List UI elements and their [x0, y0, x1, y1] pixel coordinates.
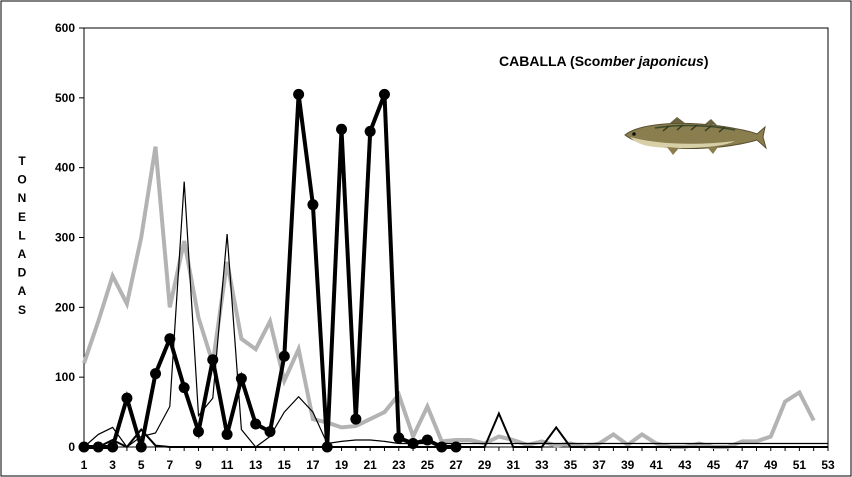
- x-tick-label: 9: [195, 458, 202, 472]
- x-tick-label: 37: [592, 458, 606, 472]
- series-4-point: [250, 418, 261, 429]
- x-tick-label: 21: [363, 458, 377, 472]
- y-tick-label: 100: [55, 370, 75, 384]
- series-4-point: [279, 351, 290, 362]
- x-tick-label: 13: [249, 458, 263, 472]
- series-4-point: [265, 426, 276, 437]
- chart-title: CABALLA (Scomber japonicus): [499, 53, 709, 69]
- x-tick-label: 41: [650, 458, 664, 472]
- x-tick-label: 3: [109, 458, 116, 472]
- series-4-point: [379, 89, 390, 100]
- y-tick-label: 0: [68, 440, 75, 454]
- chart-title-plain: CABALLA (Sco: [499, 53, 600, 69]
- x-tick-label: 45: [707, 458, 721, 472]
- x-tick-label: 53: [821, 458, 835, 472]
- series-4-point: [236, 373, 247, 384]
- series-4-point: [422, 435, 433, 446]
- series-4-point: [451, 442, 462, 453]
- x-tick-label: 11: [221, 458, 234, 472]
- x-tick-label: 17: [306, 458, 320, 472]
- x-tick-label: 23: [392, 458, 406, 472]
- y-axis-label-letter: A: [18, 247, 27, 261]
- series-4-point: [336, 124, 347, 135]
- series-4-point: [150, 368, 161, 379]
- y-tick-label: 200: [55, 300, 75, 314]
- series-4-point: [93, 442, 104, 453]
- x-tick-label: 1: [81, 458, 88, 472]
- y-axis-label-letter: N: [18, 191, 27, 205]
- y-tick-label: 400: [55, 161, 75, 175]
- series-4-point: [79, 442, 90, 453]
- series-4-point: [436, 442, 447, 453]
- series-4-point: [408, 438, 419, 449]
- series-4-point: [107, 442, 118, 453]
- x-tick-label: 7: [167, 458, 174, 472]
- x-tick-label: 47: [735, 458, 749, 472]
- x-tick-label: 33: [535, 458, 549, 472]
- x-tick-label: 15: [278, 458, 292, 472]
- y-axis-label-letter: D: [18, 266, 27, 280]
- x-tick-label: 31: [507, 458, 521, 472]
- x-tick-label: 19: [335, 458, 349, 472]
- series-4-point: [293, 89, 304, 100]
- y-axis-label-letter: O: [17, 173, 26, 187]
- y-axis-label-letter: T: [18, 154, 26, 168]
- series-4-point: [365, 126, 376, 137]
- y-tick-label: 300: [55, 231, 75, 245]
- x-tick-label: 27: [449, 458, 463, 472]
- x-tick-label: 51: [793, 458, 807, 472]
- chart-title-close: ): [704, 53, 709, 69]
- chart-title-italic: mber japonicus: [600, 53, 704, 69]
- y-axis-label-letter: L: [18, 228, 25, 242]
- y-tick-label: 500: [55, 91, 75, 105]
- x-tick-label: 39: [621, 458, 635, 472]
- x-tick-label: 49: [764, 458, 778, 472]
- series-4-point: [207, 354, 218, 365]
- y-axis-label-letter: S: [18, 303, 26, 317]
- series-4-point: [350, 414, 361, 425]
- x-tick-label: 43: [678, 458, 692, 472]
- series-4-point: [179, 382, 190, 393]
- series-4-point: [222, 429, 233, 440]
- series-4-point: [307, 199, 318, 210]
- series-4-point: [136, 442, 147, 453]
- series-4-point: [193, 426, 204, 437]
- series-4-point: [322, 442, 333, 453]
- y-axis-label-letter: A: [18, 284, 27, 298]
- series-4-point: [121, 393, 132, 404]
- x-tick-label: 25: [421, 458, 435, 472]
- series-4-point: [393, 432, 404, 443]
- x-tick-label: 35: [564, 458, 578, 472]
- x-tick-label: 5: [138, 458, 145, 472]
- x-tick-label: 29: [478, 458, 492, 472]
- series-4-point: [164, 333, 175, 344]
- y-axis-label-letter: E: [18, 210, 26, 224]
- y-tick-label: 600: [55, 21, 75, 35]
